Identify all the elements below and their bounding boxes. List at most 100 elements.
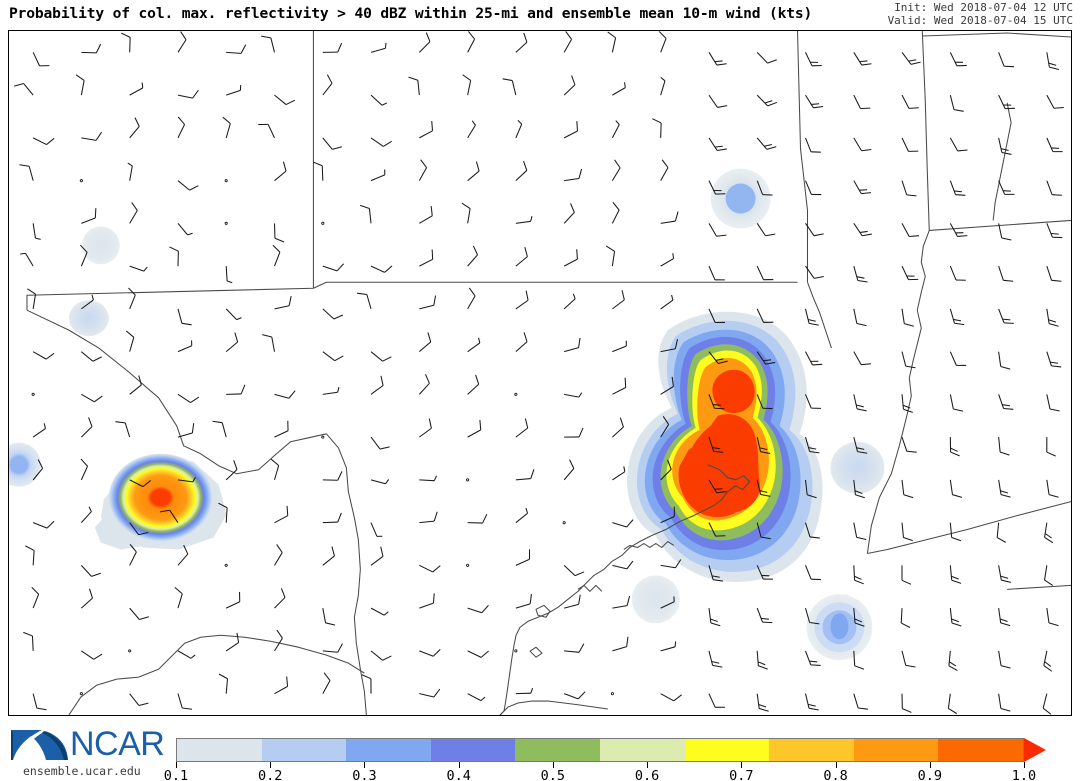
wind-barb: [72, 74, 86, 96]
wind-barb: [321, 221, 325, 225]
colorbar-tick-label-0: 0.1: [163, 768, 189, 781]
border-new-mexico-texas-west: [26, 309, 327, 475]
wind-barb: [129, 601, 150, 624]
wind-barb: [949, 478, 963, 500]
wind-barb: [273, 87, 296, 108]
wind-barb: [949, 177, 966, 199]
wind-barb: [901, 692, 912, 714]
wind-barb: [74, 588, 97, 609]
wind-barb: [177, 386, 200, 406]
colorbar-segment-9: [938, 739, 1023, 761]
wind-barb: [269, 505, 292, 524]
wind-barb: [804, 260, 825, 283]
wind-barb: [509, 160, 531, 182]
wind-barb: [611, 513, 634, 529]
wind-barb: [609, 636, 632, 652]
wind-barb: [129, 260, 148, 273]
probability-blob-faint: [830, 441, 885, 494]
wind-barb: [321, 512, 343, 524]
wind-barb: [901, 648, 916, 670]
wind-barb: [216, 673, 229, 695]
wind-barb: [708, 47, 728, 69]
wind-barb: [266, 629, 286, 652]
colorbar-tick-label-6: 0.7: [729, 768, 754, 781]
wind-barb: [559, 248, 582, 267]
border-panhandle-south: [313, 281, 798, 289]
wind-barb: [32, 343, 55, 362]
wind-barb: [1043, 564, 1057, 586]
wind-barb: [1046, 262, 1062, 285]
wind-barb: [998, 176, 1016, 199]
wind-barb: [804, 691, 820, 713]
colorbar-tick-label-4: 0.5: [540, 768, 566, 781]
wind-barb: [708, 648, 723, 670]
wind-barb: [79, 691, 84, 696]
wind-barb: [322, 641, 344, 654]
coastline-texas-gulf: [499, 464, 751, 715]
wind-barb: [853, 690, 869, 713]
wind-barb: [168, 246, 180, 267]
wind-barb: [126, 82, 146, 96]
wind-barb: [998, 563, 1012, 585]
wind-barb: [412, 373, 433, 395]
wind-barb: [853, 346, 872, 369]
wind-barb: [1042, 650, 1057, 672]
colorbar-tick-3: [458, 762, 460, 768]
colorbar-tick-5: [647, 762, 649, 768]
border-texas-panhandle-east: [807, 282, 832, 349]
wind-barb: [225, 42, 247, 55]
wind-barb: [756, 261, 774, 284]
ncar-url-label: ensemble.ucar.edu: [23, 764, 141, 778]
colorbar-tick-2: [364, 762, 366, 768]
wind-barb: [853, 217, 873, 240]
init-time-label: Init: Wed 2018-07-04 12 UTC: [894, 1, 1073, 14]
wind-barb: [1046, 391, 1061, 414]
wind-barb: [32, 690, 48, 713]
wind-barb: [219, 332, 242, 353]
geography-layer: [26, 31, 1071, 715]
colorbar-tick-label-7: 0.8: [823, 768, 848, 781]
wind-barb: [609, 81, 628, 96]
wind-barb: [804, 561, 822, 584]
border-louisiana-mississippi: [992, 102, 1012, 221]
wind-barb: [900, 607, 912, 629]
colorbar-tick-4: [552, 762, 554, 768]
wind-barb: [225, 384, 246, 395]
wind-barb: [121, 201, 140, 224]
wind-barb: [322, 605, 336, 628]
wind-barb: [998, 691, 1011, 713]
wind-barb: [509, 331, 531, 353]
colorbar-tick-label-2: 0.3: [352, 768, 377, 781]
wind-barb: [949, 563, 962, 585]
wind-barb: [321, 386, 341, 395]
wind-barb: [853, 564, 865, 585]
map-panel[interactable]: [8, 30, 1072, 716]
probability-blob-faint: [68, 300, 109, 337]
wind-barb: [365, 375, 387, 395]
border-texas-louisiana: [866, 230, 930, 554]
wind-barb: [359, 203, 372, 225]
wind-barb: [123, 374, 145, 395]
wind-barb: [1046, 436, 1057, 457]
wind-barb: [658, 211, 680, 224]
wind-barb: [998, 305, 1015, 328]
ncar-logo[interactable]: NCAR ensemble.ucar.edu: [8, 725, 168, 778]
wind-barb: [168, 586, 184, 609]
border-louisiana-coast: [867, 501, 1071, 554]
colorbar-segment-6: [684, 739, 770, 761]
wind-barb: [77, 506, 94, 524]
wind-barb: [225, 304, 243, 322]
wind-barb: [370, 643, 392, 664]
wind-barb: [651, 118, 662, 139]
wind-barb: [365, 546, 387, 566]
wind-barb: [270, 420, 293, 438]
wind-barb: [273, 222, 285, 243]
wind-barb: [224, 221, 228, 225]
wind-barb: [998, 48, 1015, 71]
wind-barb: [370, 90, 388, 108]
wind-barb: [853, 520, 867, 542]
colorbar-wrap: 0.1 0.2 0.3 0.4 0.5 0.6 0.7 0.8 0.9 1.0: [164, 738, 1046, 781]
colorbar-tick-0: [176, 762, 177, 768]
wind-barb: [557, 202, 578, 224]
